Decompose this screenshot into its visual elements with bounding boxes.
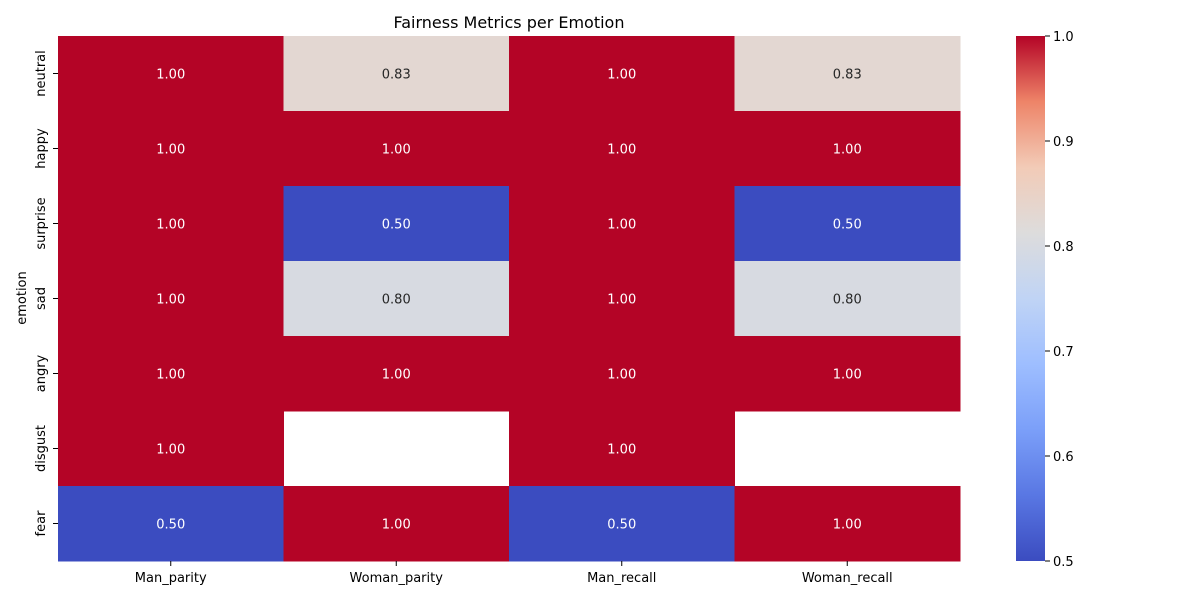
cell-value-label: 1.00: [607, 143, 636, 158]
cell-value-label: 1.00: [156, 293, 185, 308]
cell-value-label: 1.00: [607, 368, 636, 383]
colorbar-tick-label: 0.5: [1053, 555, 1074, 570]
cell-value-label: 1.00: [382, 518, 411, 533]
heatmap-cell: [283, 36, 510, 112]
cell-value-label: 0.83: [382, 68, 411, 83]
heatmap-cell: [734, 486, 961, 562]
heatmap-cell: [58, 486, 284, 562]
cell-value-label: 1.00: [156, 68, 185, 83]
y-tick-label: surprise: [34, 197, 49, 249]
y-tick-label: angry: [34, 354, 49, 392]
heatmap-cell: [283, 336, 510, 412]
colorbar-tick-label: 0.7: [1053, 345, 1074, 360]
heatmap-cell: [509, 411, 735, 487]
heatmap-cell: [509, 261, 735, 337]
heatmap-cell: [58, 411, 284, 487]
heatmap-cell: [283, 186, 510, 262]
cell-value-label: 1.00: [156, 368, 185, 383]
cell-value-label: 1.00: [156, 143, 185, 158]
chart-title: Fairness Metrics per Emotion: [394, 13, 625, 32]
cell-value-label: 1.00: [607, 443, 636, 458]
heatmap-cell: [58, 186, 284, 262]
heatmap-cell: [509, 111, 735, 187]
cell-value-label: 1.00: [156, 443, 185, 458]
heatmap-cells: 1.00 0.83 1.00 0.83 1.00 1.00 1.00 1.00 1.00 0.50…: [58, 36, 961, 562]
colorbar-ticks: 0.5 0.6 0.7 0.8 0.9 1.0: [1045, 30, 1074, 570]
heatmap-cell: [58, 111, 284, 187]
cell-value-label: 0.80: [382, 293, 411, 308]
x-tick-label: Woman_parity: [350, 571, 444, 586]
y-tick-label: fear: [34, 510, 49, 537]
cell-value-label: 1.00: [382, 143, 411, 158]
x-tick-label: Woman_recall: [802, 571, 893, 586]
x-tick-label: Man_recall: [587, 571, 656, 586]
cell-value-label: 0.50: [156, 518, 185, 533]
y-tick-label: disgust: [34, 425, 49, 472]
cell-value-label: 1.00: [607, 293, 636, 308]
heatmap-cell: [734, 36, 961, 112]
y-axis: neutral happy surprise sad angry disgust fear: [34, 50, 58, 536]
cell-value-label: 0.83: [833, 68, 862, 83]
heatmap-cell: [58, 336, 284, 412]
cell-value-label: 1.00: [156, 218, 185, 233]
heatmap-cell: [509, 336, 735, 412]
cell-value-label: 0.80: [833, 293, 862, 308]
heatmap-cell: [509, 36, 735, 112]
heatmap-cell: [509, 186, 735, 262]
heatmap-cell: [283, 111, 510, 187]
cell-value-label: 1.00: [607, 218, 636, 233]
heatmap-cell: [283, 261, 510, 337]
heatmap-cell: [58, 36, 284, 112]
colorbar-gradient: [1016, 36, 1045, 561]
y-tick-label: sad: [34, 287, 49, 310]
colorbar: 0.5 0.6 0.7 0.8 0.9 1.0: [1016, 30, 1074, 570]
x-tick-label: Man_parity: [135, 571, 207, 586]
heatmap-cell: [734, 261, 961, 337]
cell-value-label: 1.00: [833, 143, 862, 158]
heatmap-cell: [734, 336, 961, 412]
y-axis-label: emotion: [15, 271, 30, 325]
colorbar-tick-label: 1.0: [1053, 30, 1074, 45]
x-axis: Man_parity Woman_parity Man_recall Woman_re…: [135, 561, 893, 586]
cell-value-label: 1.00: [382, 368, 411, 383]
colorbar-tick-label: 0.9: [1053, 135, 1074, 150]
y-tick-label: happy: [34, 128, 49, 169]
heatmap-cell: [58, 261, 284, 337]
cell-value-label: 0.50: [607, 518, 636, 533]
cell-value-label: 0.50: [382, 218, 411, 233]
colorbar-tick-label: 0.6: [1053, 450, 1074, 465]
cell-value-label: 1.00: [833, 518, 862, 533]
colorbar-tick-label: 0.8: [1053, 240, 1074, 255]
heatmap-cell: [734, 111, 961, 187]
y-tick-label: neutral: [34, 50, 49, 97]
heatmap-cell: [283, 486, 510, 562]
cell-value-label: 1.00: [833, 368, 862, 383]
cell-value-label: 0.50: [833, 218, 862, 233]
heatmap-cell: [509, 486, 735, 562]
heatmap-cell: [734, 186, 961, 262]
cell-value-label: 1.00: [607, 68, 636, 83]
